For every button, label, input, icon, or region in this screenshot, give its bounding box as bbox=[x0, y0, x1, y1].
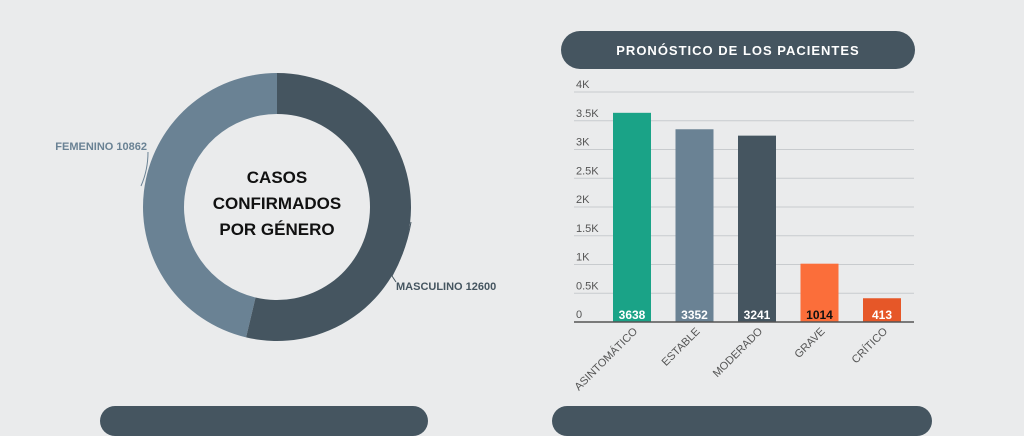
donut-slice-masculino bbox=[246, 73, 412, 341]
bar-chart-title: PRONÓSTICO DE LOS PACIENTES bbox=[561, 31, 915, 69]
x-category-label: MODERADO bbox=[711, 325, 766, 380]
donut-label-masculino: MASCULINO 12600 bbox=[396, 281, 496, 293]
bar-value-label: 3352 bbox=[681, 308, 708, 322]
y-axis-ticks: 0 0.5K 1K 1.5K 2K 2.5K 3K 3.5K 4K bbox=[576, 79, 599, 321]
x-category-label: CRÍTICO bbox=[849, 325, 890, 366]
bar-value-label: 3638 bbox=[619, 308, 646, 322]
x-axis-categories: ASINTOMÁTICO ESTABLE MODERADO GRAVE CRÍTICO bbox=[572, 325, 891, 394]
y-tick-label: 1K bbox=[576, 252, 590, 264]
bars: 3638 3352 3241 1014 413 bbox=[613, 112, 901, 322]
bar-1 bbox=[675, 129, 714, 322]
x-category-label: ESTABLE bbox=[660, 326, 703, 369]
y-tick-label: 3.5K bbox=[576, 108, 599, 120]
bar-0 bbox=[613, 112, 651, 322]
y-tick-label: 2.5K bbox=[576, 165, 599, 177]
bar-2 bbox=[738, 135, 776, 322]
y-tick-label: 1.5K bbox=[576, 223, 599, 235]
y-tick-label: 4K bbox=[576, 79, 590, 91]
donut-label-femenino: FEMENINO 10862 bbox=[55, 141, 147, 153]
bottom-right-section-header bbox=[552, 406, 932, 436]
gender-donut-chart: FEMENINO 10862 MASCULINO 12600 CASOS CON… bbox=[55, 72, 496, 341]
x-category-label: GRAVE bbox=[792, 326, 827, 361]
donut-slice-femenino bbox=[143, 72, 277, 338]
y-tick-label: 0.5K bbox=[576, 280, 599, 292]
bottom-left-section-header bbox=[100, 406, 428, 436]
y-tick-label: 0 bbox=[576, 309, 582, 321]
bar-4 bbox=[863, 298, 901, 322]
x-category-label: ASINTOMÁTICO bbox=[572, 325, 641, 394]
bar-3 bbox=[800, 263, 839, 322]
bar-value-label: 413 bbox=[872, 308, 892, 322]
donut-center-title-line-1: CASOS bbox=[247, 168, 307, 187]
bar-value-label: 3241 bbox=[744, 308, 771, 322]
leader-line-masculino bbox=[391, 221, 412, 283]
leader-line-femenino bbox=[140, 151, 149, 187]
y-tick-label: 3K bbox=[576, 137, 590, 149]
donut-center-title-line-2: CONFIRMADOS bbox=[213, 194, 341, 213]
donut-center-title-line-3: POR GÉNERO bbox=[219, 220, 334, 239]
bar-value-label: 1014 bbox=[806, 308, 833, 322]
y-tick-label: 2K bbox=[576, 194, 590, 206]
patient-prognosis-bar-chart: 0 0.5K 1K 1.5K 2K 2.5K 3K 3.5K 4K 3638 3352 3241 10… bbox=[572, 79, 914, 394]
